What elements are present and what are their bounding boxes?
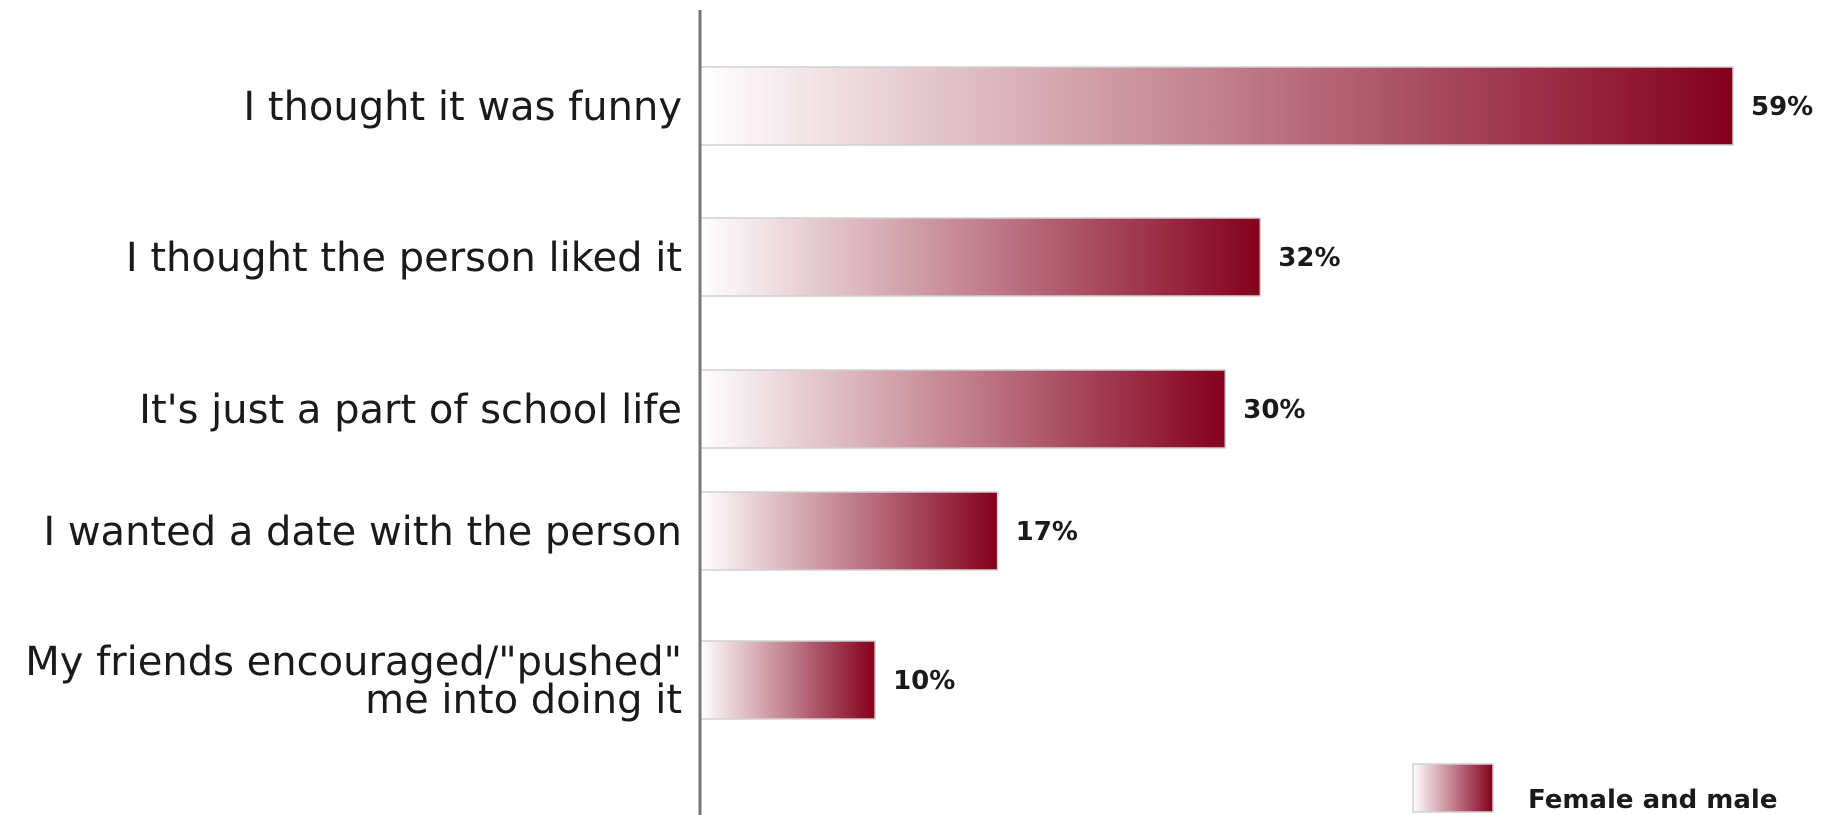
- value-label: 10%: [893, 666, 955, 696]
- bar: [699, 640, 876, 720]
- value-label: 32%: [1278, 243, 1340, 273]
- bar-group: 30% It's just a part of school life: [139, 369, 1305, 449]
- value-label: 59%: [1751, 92, 1813, 122]
- value-label: 30%: [1243, 395, 1305, 425]
- bar-group: 17% I wanted a date with the person: [43, 491, 1078, 571]
- value-label: 17%: [1016, 517, 1078, 547]
- bars-layer: 59% I thought it was funny 32% I thought th…: [25, 66, 1813, 723]
- bar-group: 59% I thought it was funny: [243, 66, 1813, 146]
- bar: [699, 491, 999, 571]
- bar: [699, 369, 1227, 449]
- category-label: It's just a part of school life: [139, 387, 682, 433]
- category-label: I wanted a date with the person: [43, 509, 682, 555]
- bar-group: 32% I thought the person liked it: [126, 217, 1341, 297]
- legend-swatch: [1412, 763, 1494, 813]
- category-label: My friends encouraged/"pushed": [25, 639, 682, 685]
- legend: Female and male: [1412, 763, 1777, 815]
- legend-label: Female and male: [1528, 785, 1777, 815]
- category-label: I thought it was funny: [243, 84, 682, 130]
- bar: [699, 66, 1734, 146]
- bar: [699, 217, 1262, 297]
- bar-group: 10% My friends encouraged/"pushed"me into…: [25, 639, 955, 723]
- category-label: me into doing it: [365, 677, 682, 723]
- category-label: I thought the person liked it: [126, 235, 682, 281]
